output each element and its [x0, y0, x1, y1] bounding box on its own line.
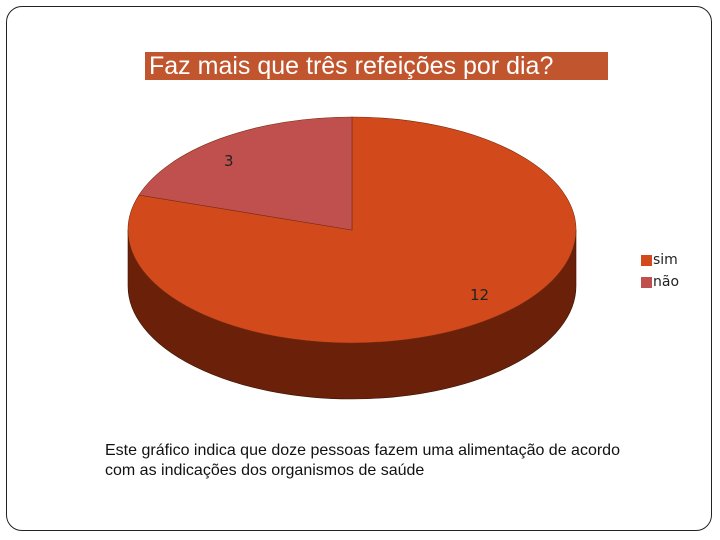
chart-caption: Este gráfico indica que doze pessoas faz…	[105, 442, 620, 479]
legend-swatch-sim	[641, 254, 652, 266]
legend-swatch-nao	[641, 276, 652, 288]
slide-frame	[6, 6, 712, 531]
legend: sim não	[641, 249, 679, 293]
chart-title: Faz mais que três refeições por dia?	[145, 52, 608, 80]
legend-item-sim: sim	[641, 249, 679, 271]
data-label-sim: 12	[470, 286, 489, 304]
legend-item-nao: não	[641, 271, 679, 293]
data-label-nao: 3	[224, 152, 234, 170]
legend-label-sim: sim	[653, 252, 678, 268]
pie-slice-nao	[138, 116, 353, 231]
legend-label-nao: não	[653, 274, 680, 290]
